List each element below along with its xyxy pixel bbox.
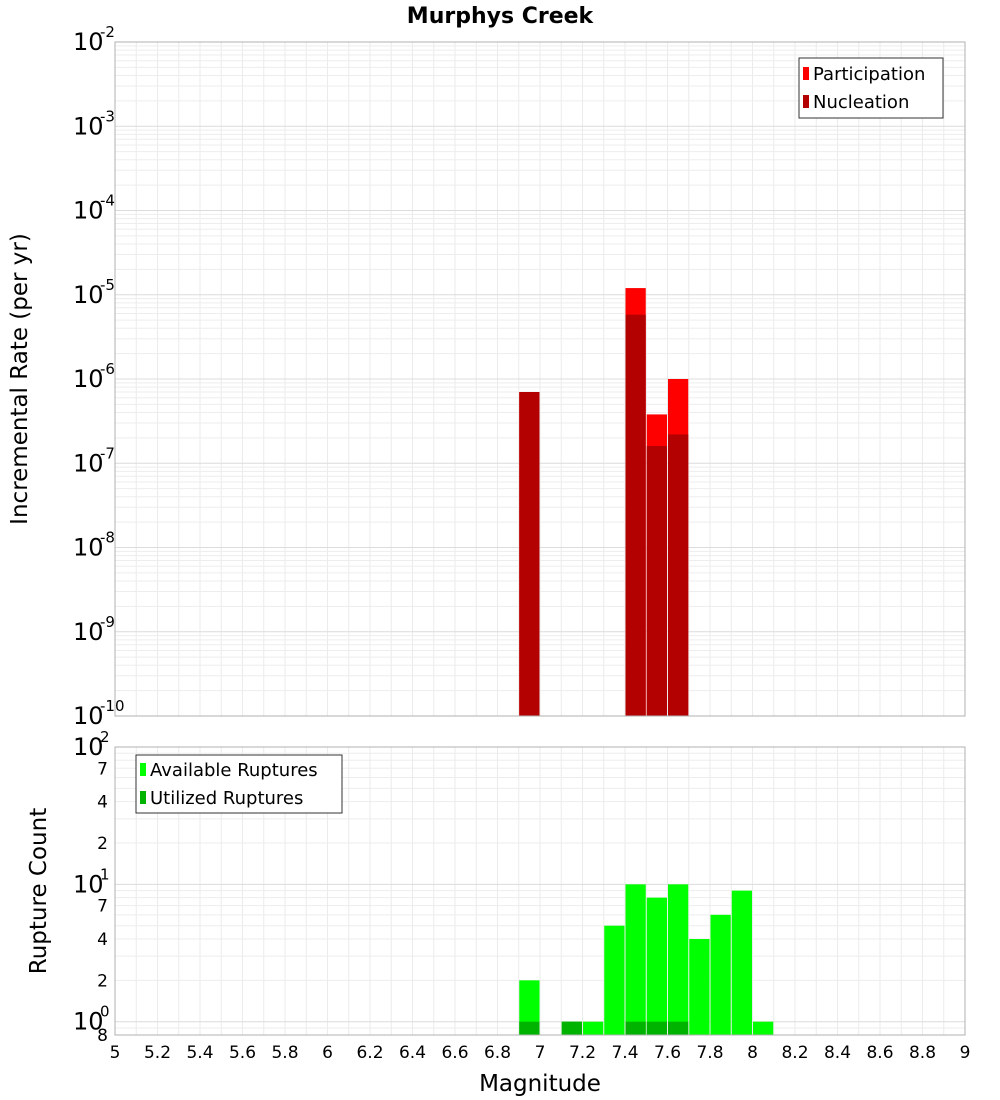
- count-bar-utilized-ruptures: [561, 1021, 582, 1035]
- x-tick-label: 5.8: [271, 1043, 298, 1063]
- top-legend: Participation Nucleation: [798, 57, 944, 119]
- bottom-legend: Available Ruptures Utilized Ruptures: [135, 754, 343, 814]
- y-minor-tick-label: 4: [97, 930, 108, 950]
- count-bar-available-ruptures: [731, 890, 752, 1035]
- y-tick-exponent: -5: [100, 276, 115, 294]
- bottom-legend-box: [135, 754, 343, 814]
- x-tick-label: 9: [960, 1043, 971, 1063]
- count-bar-available-ruptures: [668, 884, 689, 1035]
- count-bar-available-ruptures: [646, 897, 667, 1035]
- count-bar-available-ruptures: [710, 914, 731, 1035]
- x-axis-label: Magnitude: [479, 1071, 601, 1097]
- y-tick-exponent: -4: [100, 192, 115, 210]
- y-tick-exponent: -10: [100, 697, 125, 715]
- count-bar-utilized-ruptures: [625, 1021, 646, 1035]
- y-tick-label: 10: [73, 365, 104, 393]
- x-tick-label: 7.8: [696, 1043, 723, 1063]
- y-tick-label: 10: [73, 733, 104, 761]
- chart-title: Murphys Creek: [407, 4, 595, 29]
- top-bars: [519, 288, 689, 716]
- x-tick-label: 8.4: [824, 1043, 851, 1063]
- y-tick-label: 10: [73, 702, 104, 730]
- y-tick-label: 10: [73, 534, 104, 562]
- x-tick-label: 7.6: [654, 1043, 681, 1063]
- y-tick-label: 10: [73, 1008, 104, 1036]
- y-tick-exponent: -6: [100, 360, 115, 378]
- rate-bar-nucleation: [646, 446, 667, 716]
- x-tick-label: 6.6: [441, 1043, 468, 1063]
- count-bar-utilized-ruptures: [519, 1021, 540, 1035]
- y-tick-exponent: -2: [100, 23, 115, 41]
- rate-bar-nucleation: [519, 392, 540, 716]
- y-tick-exponent: -9: [100, 613, 115, 631]
- y-tick-label: 10: [73, 197, 104, 225]
- y-minor-tick-label: 7: [97, 759, 108, 779]
- y-minor-tick-label: 7: [97, 897, 108, 917]
- bottom-bars: [519, 884, 774, 1035]
- count-bar-utilized-ruptures: [668, 1021, 689, 1035]
- y-minor-tick-label: 2: [97, 834, 108, 854]
- legend-label-nucleation: Nucleation: [813, 92, 909, 113]
- y-tick-label: 10: [73, 618, 104, 646]
- y-minor-tick-label: 4: [97, 793, 108, 813]
- legend-swatch-utilized: [140, 791, 146, 804]
- x-tick-label: 5.6: [229, 1043, 256, 1063]
- y-tick-exponent: 2: [100, 728, 110, 746]
- x-tick-label: 8.6: [866, 1043, 893, 1063]
- top-legend-box: [798, 57, 944, 119]
- top-y-ticks: 10-210-310-410-510-610-710-810-910-10: [73, 23, 125, 730]
- legend-label-utilized: Utilized Ruptures: [150, 788, 303, 809]
- legend-label-available: Available Ruptures: [150, 760, 318, 781]
- count-bar-available-ruptures: [604, 925, 625, 1035]
- bottom-plot-border: [114, 746, 966, 1036]
- rate-bar-nucleation: [625, 314, 646, 716]
- x-ticks: 5 5.2 5.4 5.6 5.8 6 6.2 6.4 6.6 6.8 7 7.2 7.4 7.6 7.8 8…: [110, 1043, 971, 1063]
- y-tick-label: 10: [73, 281, 104, 309]
- count-bar-utilized-ruptures: [646, 1021, 667, 1035]
- y-tick-exponent: 0: [100, 1003, 110, 1021]
- x-tick-label: 7.2: [569, 1043, 596, 1063]
- legend-label-participation: Participation: [813, 64, 925, 85]
- count-bar-available-ruptures: [519, 980, 540, 1035]
- x-tick-label: 7.4: [611, 1043, 638, 1063]
- count-bar-available-ruptures: [689, 939, 710, 1035]
- y-tick-exponent: -8: [100, 529, 115, 547]
- x-tick-label: 5: [110, 1043, 121, 1063]
- count-bar-available-ruptures: [753, 1021, 774, 1035]
- top-panel: 10-210-310-410-510-610-710-810-910-10 Pa…: [73, 23, 966, 730]
- legend-swatch-nucleation: [803, 95, 809, 108]
- legend-swatch-participation: [803, 67, 809, 80]
- top-grid: [114, 41, 966, 717]
- bottom-y-axis-label: Rupture Count: [26, 808, 52, 974]
- y-tick-label: 10: [73, 870, 104, 898]
- x-tick-label: 5.4: [186, 1043, 213, 1063]
- x-tick-label: 6: [322, 1043, 333, 1063]
- y-tick-label: 10: [73, 449, 104, 477]
- top-plot-border: [114, 41, 966, 717]
- y-minor-tick-label: 2: [97, 971, 108, 991]
- top-y-axis-label: Incremental Rate (per yr): [7, 233, 33, 525]
- y-minor-tick-label: 8: [97, 1026, 108, 1046]
- y-tick-exponent: -3: [100, 107, 115, 125]
- legend-swatch-available: [140, 763, 146, 776]
- y-tick-label: 10: [73, 112, 104, 140]
- y-tick-exponent: 1: [100, 865, 110, 883]
- x-tick-label: 6.4: [399, 1043, 426, 1063]
- rate-bar-nucleation: [668, 434, 689, 716]
- x-tick-label: 8.8: [909, 1043, 936, 1063]
- x-tick-label: 6.2: [356, 1043, 383, 1063]
- y-tick-label: 10: [73, 28, 104, 56]
- y-tick-exponent: -7: [100, 444, 115, 462]
- x-tick-label: 8: [747, 1043, 758, 1063]
- x-tick-label: 8.2: [781, 1043, 808, 1063]
- count-bar-available-ruptures: [583, 1021, 604, 1035]
- x-tick-label: 5.2: [144, 1043, 171, 1063]
- count-bar-available-ruptures: [625, 884, 646, 1035]
- x-tick-label: 7: [535, 1043, 546, 1063]
- x-tick-label: 6.8: [484, 1043, 511, 1063]
